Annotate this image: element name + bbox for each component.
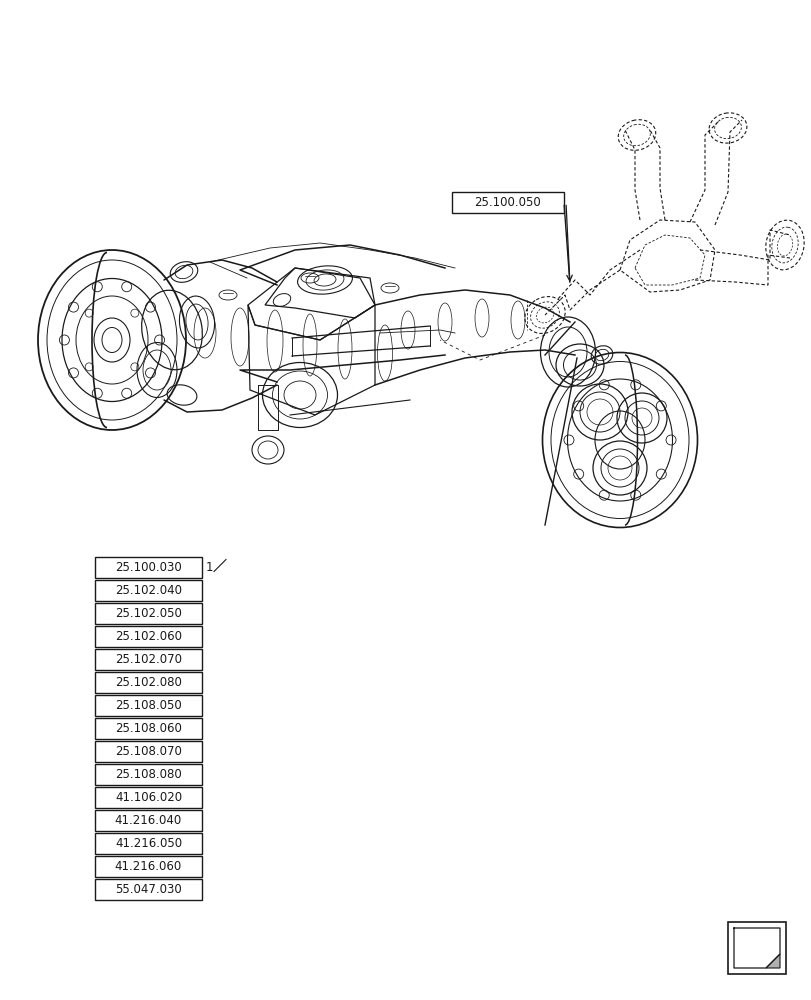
Text: 25.108.050: 25.108.050: [115, 699, 182, 712]
Text: 25.102.040: 25.102.040: [115, 584, 182, 597]
Text: 25.108.070: 25.108.070: [115, 745, 182, 758]
Text: 25.102.050: 25.102.050: [115, 607, 182, 620]
FancyBboxPatch shape: [95, 810, 202, 831]
Text: 41.216.040: 41.216.040: [114, 814, 182, 827]
FancyBboxPatch shape: [95, 787, 202, 808]
Text: 1: 1: [206, 561, 213, 574]
FancyBboxPatch shape: [95, 695, 202, 716]
FancyBboxPatch shape: [727, 922, 785, 974]
Text: 25.102.080: 25.102.080: [115, 676, 182, 689]
FancyBboxPatch shape: [95, 741, 202, 762]
Text: 25.108.060: 25.108.060: [115, 722, 182, 735]
FancyBboxPatch shape: [95, 672, 202, 693]
FancyBboxPatch shape: [95, 580, 202, 601]
FancyBboxPatch shape: [95, 879, 202, 900]
FancyBboxPatch shape: [95, 764, 202, 785]
Text: 41.216.050: 41.216.050: [115, 837, 182, 850]
Text: 25.102.060: 25.102.060: [115, 630, 182, 643]
Text: 41.216.060: 41.216.060: [114, 860, 182, 873]
Polygon shape: [765, 954, 779, 968]
FancyBboxPatch shape: [95, 718, 202, 739]
FancyBboxPatch shape: [95, 626, 202, 647]
FancyBboxPatch shape: [95, 833, 202, 854]
FancyBboxPatch shape: [95, 649, 202, 670]
Text: 41.106.020: 41.106.020: [115, 791, 182, 804]
FancyBboxPatch shape: [95, 856, 202, 877]
Text: 25.102.070: 25.102.070: [115, 653, 182, 666]
Text: 25.100.050: 25.100.050: [474, 196, 541, 209]
Text: 55.047.030: 55.047.030: [115, 883, 182, 896]
FancyBboxPatch shape: [95, 557, 202, 578]
FancyBboxPatch shape: [95, 603, 202, 624]
Text: 25.108.080: 25.108.080: [115, 768, 182, 781]
Text: 25.100.030: 25.100.030: [115, 561, 182, 574]
FancyBboxPatch shape: [452, 192, 564, 213]
